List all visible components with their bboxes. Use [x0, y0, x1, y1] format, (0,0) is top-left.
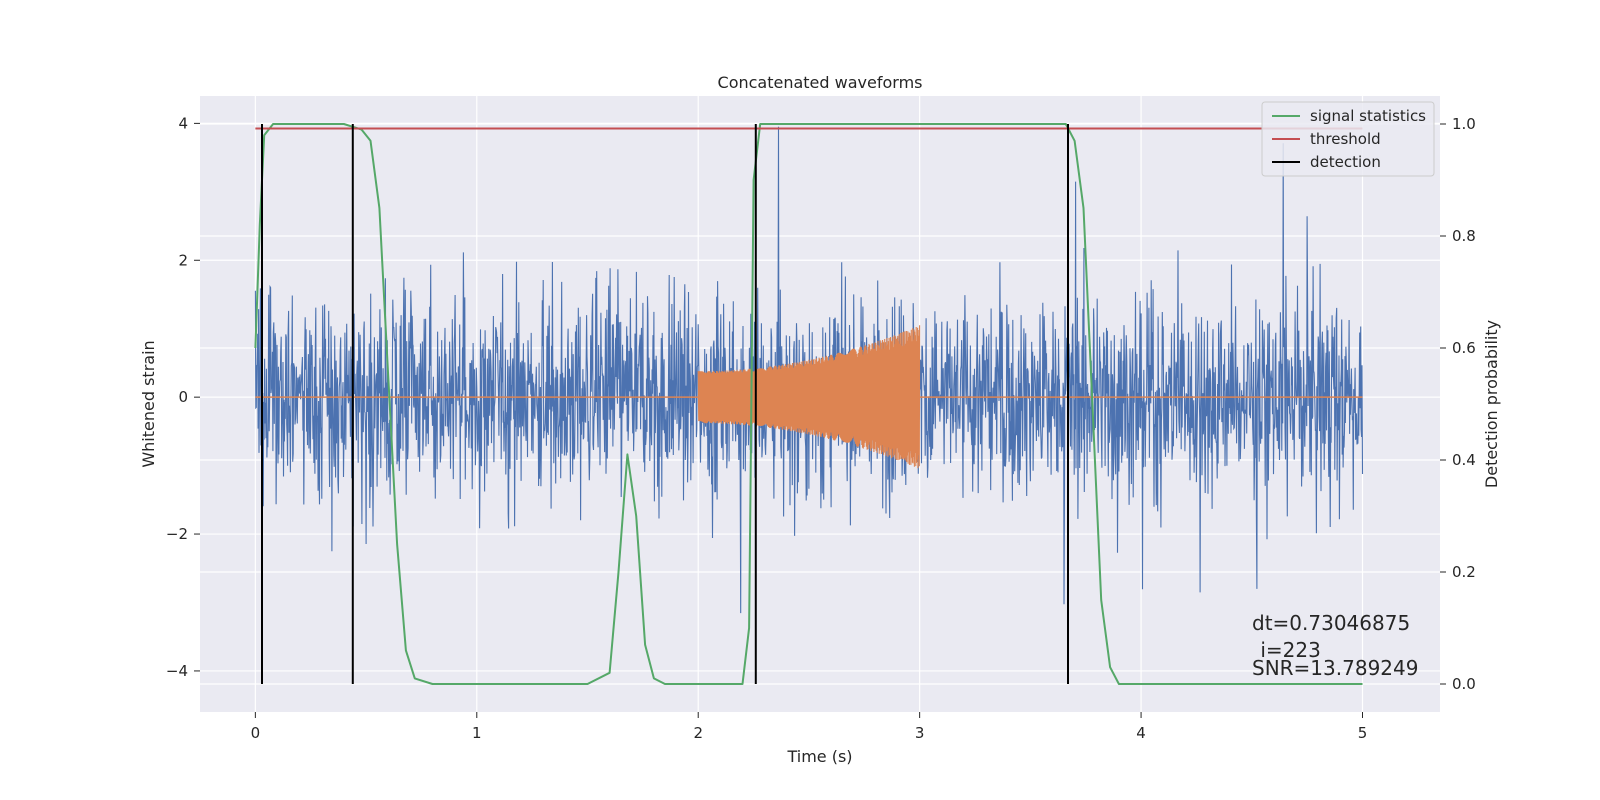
y-ticks-left: −4 −2 0 2 4 — [166, 114, 200, 680]
y-tick-label-right: 0.8 — [1452, 227, 1476, 245]
legend-box — [1261, 101, 1435, 177]
y-ticks-right: 0.0 0.2 0.4 0.6 0.8 1.0 — [1440, 115, 1476, 693]
y-tick-label-left: 2 — [178, 251, 188, 269]
annotation-i: i=223 — [1254, 638, 1321, 662]
x-tick-label: 2 — [693, 724, 703, 742]
y-tick-label-left: 4 — [178, 114, 188, 132]
y-tick-label-right: 0.6 — [1452, 339, 1476, 357]
annotation-snr: SNR=13.789249 — [1252, 656, 1418, 680]
legend: signal statistics threshold detection — [1261, 101, 1435, 177]
series-injection-chirp — [697, 325, 921, 469]
x-tick-label: 1 — [472, 724, 482, 742]
plot-series — [254, 123, 1364, 685]
x-tick-label: 5 — [1358, 724, 1368, 742]
y-tick-label-right: 0.4 — [1452, 451, 1476, 469]
x-ticks: 0 1 2 3 4 5 — [251, 712, 1368, 742]
y-tick-label-left: −2 — [166, 525, 188, 543]
legend-label-threshold: threshold — [1310, 130, 1381, 148]
x-axis-label: Time (s) — [786, 747, 852, 766]
x-tick-label: 0 — [251, 724, 261, 742]
y-tick-label-right: 0.2 — [1452, 563, 1476, 581]
y-tick-label-right: 0.0 — [1452, 675, 1476, 693]
x-tick-label: 4 — [1136, 724, 1146, 742]
series-strain — [254, 126, 1364, 614]
x-tick-label: 3 — [915, 724, 925, 742]
legend-label-detection: detection — [1310, 153, 1381, 171]
chart-title: Concatenated waveforms — [718, 73, 923, 92]
legend-label-signal-statistics: signal statistics — [1310, 107, 1426, 125]
y-tick-label-left: −4 — [166, 662, 188, 680]
y-axis-label-left: Whitened strain — [139, 340, 158, 467]
series-signal-statistics — [254, 123, 1363, 685]
y-tick-label-right: 1.0 — [1452, 115, 1476, 133]
y-axis-label-right: Detection probability — [1482, 320, 1501, 488]
y-tick-label-left: 0 — [178, 388, 188, 406]
annotation-dt: dt=0.73046875 — [1252, 611, 1410, 635]
